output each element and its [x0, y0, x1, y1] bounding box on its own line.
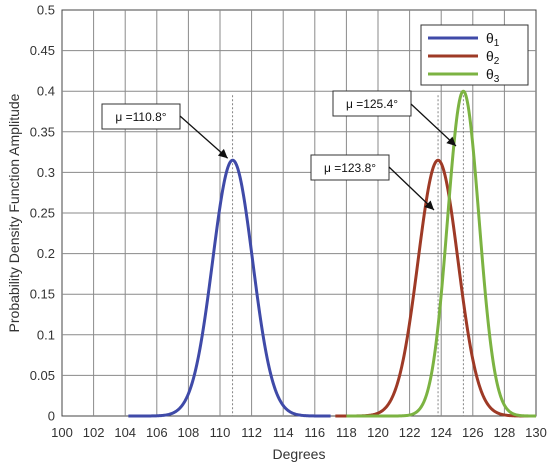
x-tick-label-9: 118: [336, 425, 357, 440]
x-tick-label-2: 104: [114, 425, 136, 440]
annotations: μ =110.8° μ =123.8° μ =125.4°: [101, 90, 457, 211]
annotation-box-1: [101, 103, 181, 130]
y-tick-label-1: 0.05: [30, 368, 55, 383]
y-tick-labels: 0 0.05 0.1 0.15 0.2 0.25 0.3 0.35 0.4 0.45 0.5: [30, 3, 55, 424]
y-tick-label-0: 0: [48, 409, 55, 424]
annotation-box-3: [332, 90, 412, 117]
x-tick-label-6: 112: [241, 425, 262, 440]
y-tick-label-7: 0.35: [30, 124, 55, 139]
x-tick-label-8: 116: [304, 425, 325, 440]
x-axis-label: Degrees: [273, 446, 326, 462]
y-tick-label-4: 0.2: [37, 246, 55, 261]
annotation-box-2: [310, 154, 390, 181]
annotation-arrow-1: [179, 115, 229, 159]
annotation-label-2: μ =123.8°: [324, 161, 376, 175]
annotation-arrowhead-1: [217, 148, 228, 159]
y-axis-label: Probability Density Function Amplitude: [6, 93, 22, 332]
x-tick-label-10: 120: [367, 425, 389, 440]
series-line-3: [345, 89, 537, 418]
x-tick-label-13: 126: [462, 425, 484, 440]
x-tick-label-4: 108: [178, 425, 200, 440]
mean-lines: [232, 95, 464, 416]
annotation-arrowhead-2: [424, 200, 434, 210]
y-tick-label-8: 0.4: [37, 84, 55, 99]
y-tick-label-6: 0.3: [37, 165, 55, 180]
series-group: [127, 89, 537, 418]
x-tick-label-1: 102: [83, 425, 105, 440]
x-tick-label-15: 130: [525, 425, 547, 440]
x-tick-label-12: 124: [430, 425, 452, 440]
y-tick-label-5: 0.25: [30, 206, 55, 221]
x-tick-label-7: 114: [273, 425, 294, 440]
x-tick-label-14: 128: [494, 425, 516, 440]
y-tick-label-9: 0.45: [30, 43, 55, 58]
x-tick-labels: 100 102 104 106 108 110 112 114 116 118 120 122 124 1…: [51, 425, 547, 440]
x-tick-label-3: 106: [146, 425, 168, 440]
annotation-arrow-3: [410, 103, 457, 147]
annotation-label-1: μ =110.8°: [115, 110, 166, 124]
annotation-arrow-2: [388, 166, 435, 211]
annotation-label-3: μ =125.4°: [346, 97, 398, 111]
y-tick-label-3: 0.15: [30, 287, 55, 302]
annotation-arrowhead-3: [446, 136, 456, 146]
x-tick-label-11: 122: [399, 425, 421, 440]
x-tick-label-0: 100: [51, 425, 73, 440]
y-tick-label-10: 0.5: [37, 3, 55, 18]
y-tick-label-2: 0.1: [37, 327, 55, 342]
x-tick-label-5: 110: [210, 425, 231, 440]
series-line-1: [127, 158, 332, 418]
